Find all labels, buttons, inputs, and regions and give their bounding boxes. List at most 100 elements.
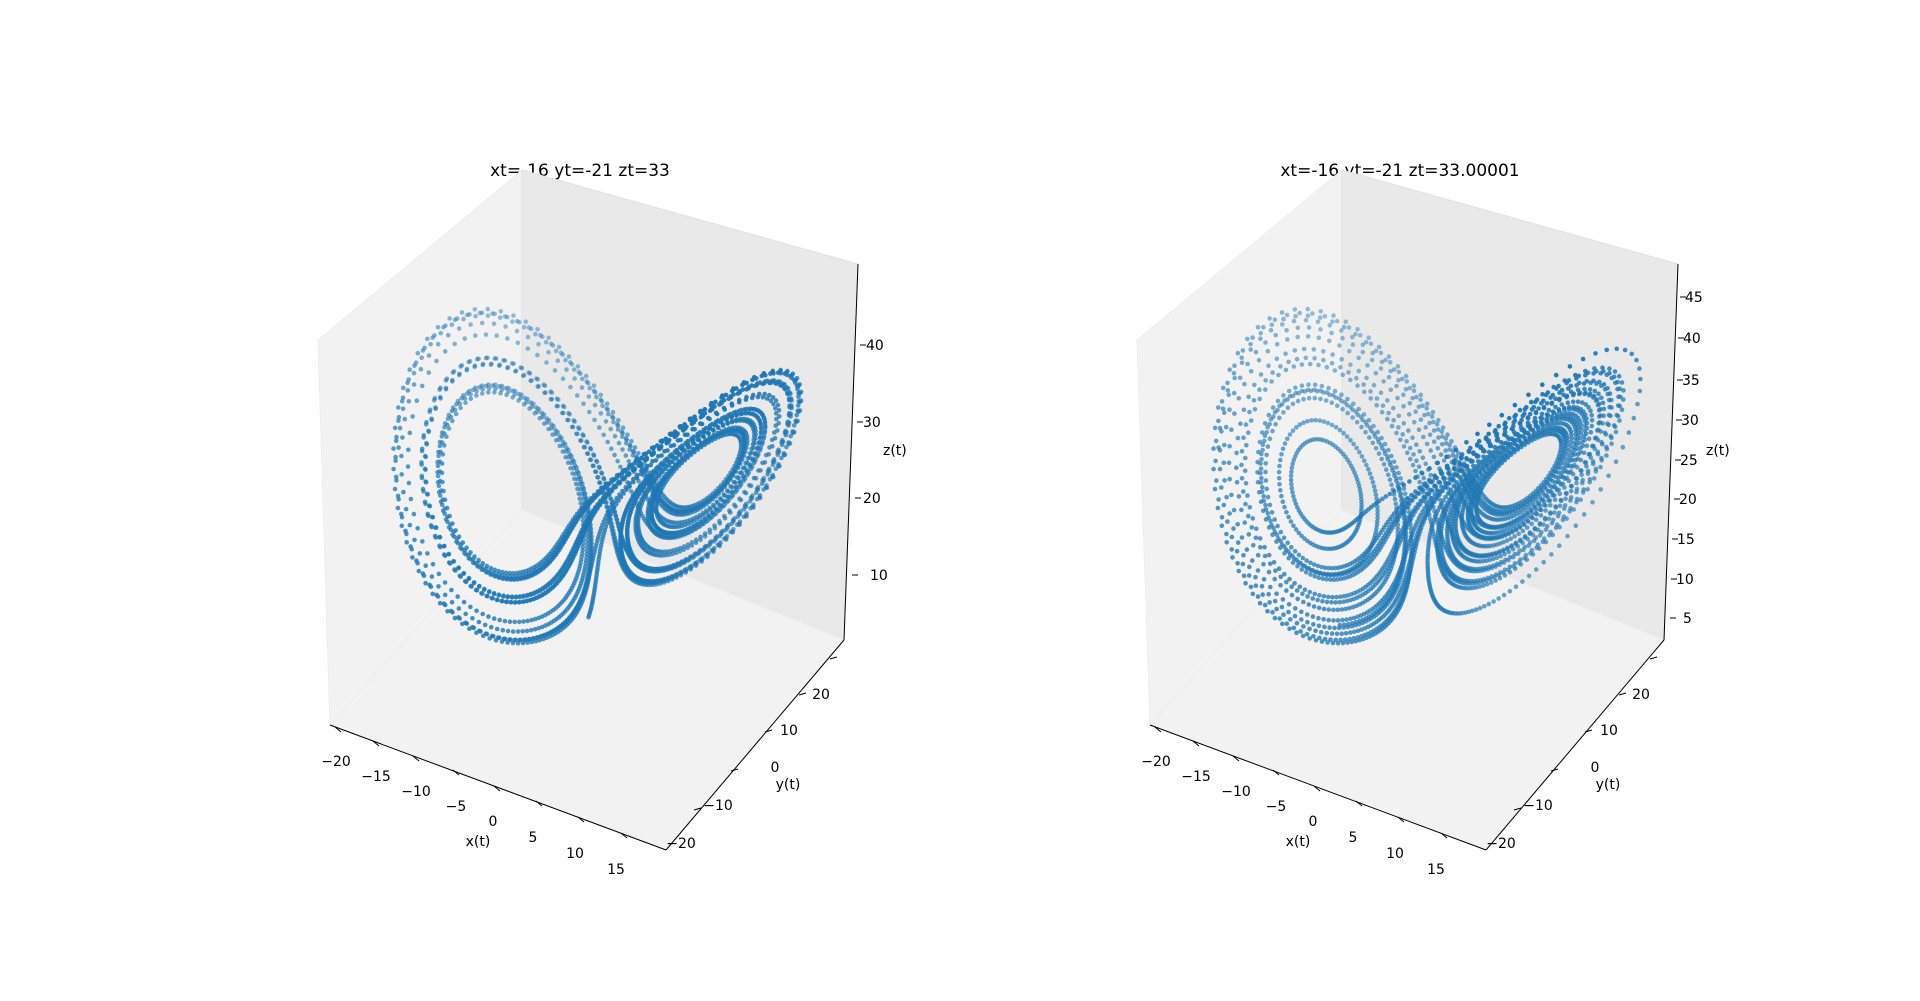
scatter-point (461, 599, 467, 605)
scatter-point (677, 424, 683, 429)
scatter-point (644, 463, 650, 469)
scatter-point (393, 454, 398, 460)
scatter-point (570, 424, 576, 430)
scatter-point (629, 439, 634, 444)
scatter-point (1244, 442, 1249, 448)
scatter-point (1283, 351, 1288, 357)
scatter-point (1293, 313, 1298, 319)
scatter-point (449, 599, 455, 605)
scatter-point (611, 419, 616, 425)
scatter-point (1262, 433, 1268, 439)
scatter-point (424, 442, 430, 447)
scatter-point (470, 616, 475, 621)
scatter-point (1637, 388, 1643, 394)
scatter-point (1344, 434, 1350, 439)
scatter-point (770, 368, 776, 374)
scatter-point (486, 390, 491, 395)
scatter-point (1259, 451, 1264, 457)
scatter-point (492, 390, 497, 395)
scatter-point (1355, 327, 1360, 332)
scatter-point (738, 416, 743, 422)
scatter-point (456, 606, 462, 611)
scatter-point (1393, 501, 1399, 507)
scatter-point (1578, 468, 1583, 473)
scatter-point (1368, 389, 1373, 394)
scatter-point (448, 608, 454, 614)
scatter-point (1533, 567, 1539, 572)
scatter-point (786, 440, 791, 445)
scatter-point (466, 576, 472, 581)
scatter-point (435, 470, 440, 475)
scatter-point (598, 392, 604, 398)
scatter-point (514, 570, 519, 576)
scatter-point (609, 502, 615, 508)
scatter-point (1561, 514, 1567, 519)
scatter-point (459, 395, 465, 401)
scatter-point (1357, 449, 1362, 455)
scatter-point (669, 452, 674, 457)
scatter-point (406, 447, 411, 453)
scatter-point (459, 546, 465, 552)
scatter-point (758, 429, 764, 435)
scatter-point (1252, 382, 1257, 388)
scatter-point (760, 439, 765, 445)
scatter-point (486, 614, 491, 619)
scatter-point (471, 387, 476, 393)
scatter-point (490, 311, 495, 316)
scatter-point (410, 555, 415, 560)
scatter-point (586, 394, 592, 399)
scatter-point (447, 561, 453, 566)
scatter-point (1291, 523, 1296, 528)
scatter-point (394, 434, 399, 440)
scatter-point (1548, 529, 1553, 535)
scatter-point (480, 387, 486, 392)
scatter-point (511, 313, 516, 318)
scatter-point (1290, 490, 1295, 495)
scatter-point (1232, 363, 1237, 369)
scatter-point (554, 437, 559, 443)
scatter-point (423, 454, 429, 460)
scatter-point (1359, 424, 1364, 430)
scatter-point (1410, 435, 1415, 441)
scatter-point (747, 451, 753, 456)
scatter-point (1341, 430, 1346, 436)
scatter-point (719, 416, 725, 421)
scatter-point (1219, 399, 1225, 404)
scatter-point (1339, 392, 1344, 398)
z-axis-line (1663, 263, 1679, 641)
scatter-point (1251, 398, 1257, 403)
scatter-point (1408, 456, 1413, 462)
scatter-point (585, 451, 591, 457)
scatter-point (654, 474, 660, 479)
scatter-point (1373, 348, 1379, 354)
scatter-point (505, 336, 510, 341)
scatter-point (560, 449, 566, 454)
scatter-point (1241, 435, 1246, 441)
scatter-point (692, 561, 698, 566)
scatter-point (748, 505, 753, 511)
scatter-point (528, 378, 533, 384)
scatter-point (433, 535, 439, 540)
scatter-point (1380, 403, 1386, 409)
scatter-point (1332, 368, 1338, 373)
scatter-point (743, 460, 748, 466)
scatter-point (1582, 460, 1588, 465)
scatter-point (1340, 372, 1345, 378)
scatter-point (1378, 366, 1384, 371)
scatter-point (687, 416, 693, 422)
scatter-point (1502, 567, 1508, 573)
scatter-point (435, 463, 441, 469)
scatter-point (617, 492, 622, 497)
scatter-point (1369, 475, 1374, 481)
scatter-point (538, 332, 543, 338)
scatter-point (415, 560, 420, 566)
scatter-point (1613, 429, 1619, 435)
scatter-point (474, 630, 479, 635)
scatter-point (457, 372, 462, 378)
scatter-point (439, 430, 445, 435)
scatter-point (600, 403, 605, 409)
scatter-point (751, 502, 756, 508)
scatter-point (1276, 475, 1282, 481)
scatter-point (754, 496, 760, 502)
scatter-point (603, 419, 609, 424)
